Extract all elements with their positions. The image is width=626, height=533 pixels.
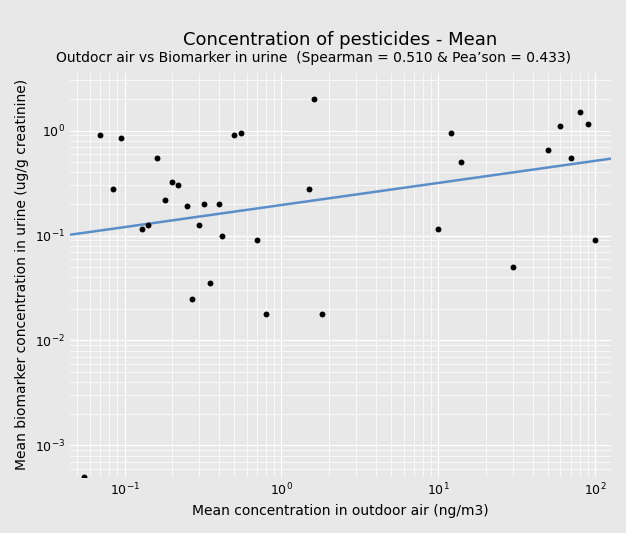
- Point: [217, 231, 227, 240]
- Point: [173, 181, 183, 190]
- Point: [138, 225, 148, 233]
- Point: [261, 310, 271, 318]
- Text: Outdocr air vs Biomarker in urine  (Spearman = 0.510 & Pea’son = 0.433): Outdocr air vs Biomarker in urine (Spear…: [56, 51, 570, 64]
- Point: [317, 310, 327, 318]
- Y-axis label: Mean biomarker concentration in urine (ug/g creatinine): Mean biomarker concentration in urine (u…: [15, 79, 29, 471]
- Point: [116, 134, 126, 142]
- Point: [205, 279, 215, 288]
- Point: [151, 154, 162, 162]
- Point: [95, 131, 105, 140]
- Point: [446, 128, 456, 137]
- Point: [160, 195, 170, 204]
- Point: [79, 473, 89, 481]
- Point: [590, 236, 600, 245]
- Point: [182, 202, 192, 211]
- Point: [508, 263, 518, 271]
- Point: [143, 221, 153, 230]
- Point: [309, 95, 319, 103]
- Point: [199, 200, 209, 208]
- Point: [433, 225, 443, 233]
- Point: [108, 184, 118, 193]
- Point: [236, 128, 246, 137]
- Point: [167, 178, 177, 187]
- Point: [575, 108, 585, 116]
- Point: [229, 131, 239, 140]
- X-axis label: Mean concentration in outdoor air (ng/m3): Mean concentration in outdoor air (ng/m3…: [192, 504, 489, 518]
- Point: [543, 146, 553, 155]
- Point: [214, 200, 224, 208]
- Point: [583, 120, 593, 128]
- Point: [456, 158, 466, 166]
- Point: [555, 122, 565, 131]
- Point: [304, 184, 314, 193]
- Point: [187, 294, 197, 303]
- Point: [195, 221, 205, 230]
- Point: [252, 236, 262, 245]
- Title: Concentration of pesticides - Mean: Concentration of pesticides - Mean: [183, 31, 498, 49]
- Point: [566, 154, 576, 162]
